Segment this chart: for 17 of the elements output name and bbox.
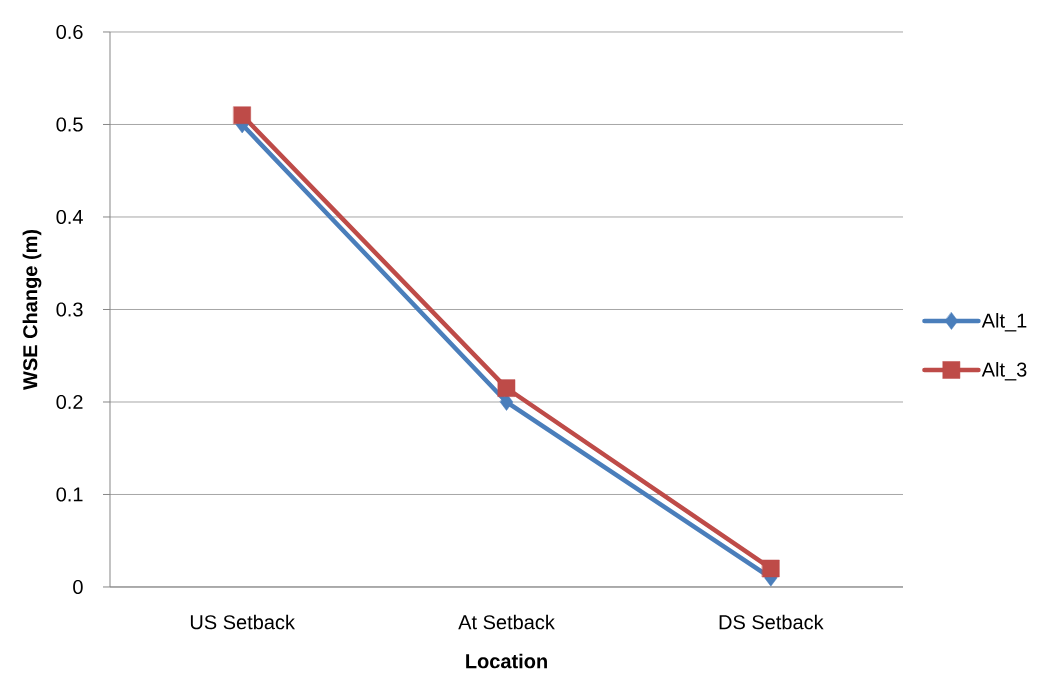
point bbox=[497, 379, 516, 397]
y-tick-label: 0.4 bbox=[56, 209, 83, 225]
y-tick-label: 0.1 bbox=[56, 487, 83, 502]
y-tick-label: 0.3 bbox=[56, 302, 83, 317]
point bbox=[762, 559, 780, 578]
y-tick-label: 0 bbox=[73, 579, 83, 595]
x-tick-label: At Setback bbox=[458, 614, 555, 630]
y-tick-label: 0.5 bbox=[56, 117, 83, 132]
point bbox=[233, 106, 251, 124]
x-tick-label: DS Setback bbox=[719, 614, 824, 630]
legend-label: Alt_3 bbox=[981, 361, 1027, 381]
legend-label: Alt_1 bbox=[981, 312, 1027, 332]
y-tick-label: 0.6 bbox=[56, 24, 83, 40]
y-tick-label: 0.2 bbox=[56, 394, 83, 410]
y-axis-title: WSE Change (m) bbox=[22, 229, 42, 391]
x-axis-title: Location bbox=[466, 653, 547, 669]
x-tick-label: US Setback bbox=[190, 614, 295, 630]
